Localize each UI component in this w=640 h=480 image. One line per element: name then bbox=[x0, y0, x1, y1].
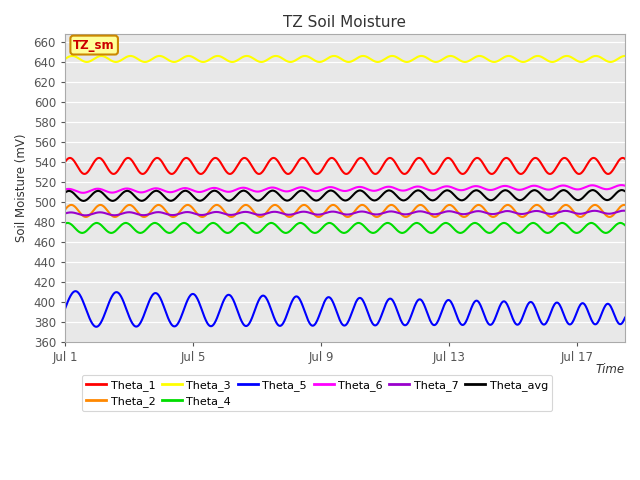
Theta_3 bbox=[83, 59, 90, 65]
Theta_6 bbox=[79, 190, 87, 196]
Theta_6 bbox=[402, 187, 410, 193]
Theta_7 bbox=[544, 211, 552, 216]
Theta_5 bbox=[93, 324, 100, 330]
Theta_3 bbox=[486, 58, 494, 64]
Theta_7 bbox=[61, 211, 68, 216]
Theta_5 bbox=[487, 322, 495, 327]
Line: Theta_2: Theta_2 bbox=[65, 205, 625, 217]
Theta_3 bbox=[387, 53, 395, 59]
Theta_avg bbox=[486, 197, 494, 203]
Theta_4 bbox=[544, 230, 552, 236]
Theta_avg bbox=[79, 198, 87, 204]
Theta_3 bbox=[96, 53, 104, 59]
Theta_1 bbox=[621, 156, 629, 162]
Theta_2 bbox=[419, 203, 426, 208]
Theta_4 bbox=[95, 221, 103, 227]
Theta_1 bbox=[61, 159, 68, 165]
Theta_4 bbox=[419, 223, 426, 229]
Theta_1 bbox=[66, 155, 74, 161]
Theta_1 bbox=[604, 171, 612, 177]
Line: Theta_avg: Theta_avg bbox=[65, 190, 625, 201]
Line: Theta_6: Theta_6 bbox=[65, 185, 625, 193]
Theta_5 bbox=[419, 300, 427, 306]
Theta_7 bbox=[620, 208, 627, 214]
Theta_3 bbox=[61, 56, 68, 62]
Theta_6 bbox=[544, 187, 552, 192]
Theta_7 bbox=[486, 211, 494, 217]
Theta_2 bbox=[605, 214, 613, 220]
Theta_2 bbox=[544, 213, 552, 218]
Theta_2 bbox=[61, 207, 68, 213]
Theta_6 bbox=[621, 183, 629, 189]
Theta_1 bbox=[486, 171, 494, 177]
Theta_7 bbox=[387, 208, 395, 214]
Text: Time: Time bbox=[596, 363, 625, 376]
Theta_3 bbox=[621, 53, 629, 59]
Theta_5 bbox=[388, 296, 396, 302]
Y-axis label: Soil Moisture (mV): Soil Moisture (mV) bbox=[15, 134, 28, 242]
Theta_avg bbox=[387, 188, 395, 194]
Theta_2 bbox=[486, 213, 494, 219]
Theta_6 bbox=[618, 182, 625, 188]
Theta_5 bbox=[61, 306, 68, 312]
Theta_6 bbox=[387, 184, 395, 190]
Theta_2 bbox=[387, 202, 395, 208]
Theta_5 bbox=[97, 320, 104, 326]
Theta_4 bbox=[61, 221, 68, 227]
Theta_6 bbox=[486, 187, 494, 193]
Theta_3 bbox=[419, 53, 426, 59]
Theta_7 bbox=[402, 212, 410, 217]
Theta_4 bbox=[108, 230, 115, 236]
Theta_2 bbox=[67, 202, 75, 208]
Title: TZ Soil Moisture: TZ Soil Moisture bbox=[284, 15, 406, 30]
Theta_7 bbox=[96, 209, 104, 215]
Theta_avg bbox=[618, 187, 625, 193]
Line: Theta_5: Theta_5 bbox=[65, 291, 625, 327]
Theta_2 bbox=[96, 202, 104, 208]
Line: Theta_4: Theta_4 bbox=[65, 223, 625, 233]
Theta_6 bbox=[96, 186, 104, 192]
Legend: Theta_1, Theta_2, Theta_3, Theta_4, Theta_5, Theta_6, Theta_7, Theta_avg: Theta_1, Theta_2, Theta_3, Theta_4, Thet… bbox=[82, 375, 552, 411]
Theta_2 bbox=[621, 202, 629, 208]
Theta_avg bbox=[544, 197, 552, 203]
Line: Theta_1: Theta_1 bbox=[65, 158, 625, 174]
Theta_avg bbox=[96, 189, 104, 194]
Theta_4 bbox=[486, 230, 494, 236]
Line: Theta_7: Theta_7 bbox=[65, 211, 625, 216]
Text: TZ_sm: TZ_sm bbox=[74, 38, 115, 51]
Theta_4 bbox=[588, 220, 595, 226]
Theta_3 bbox=[544, 58, 552, 63]
Theta_1 bbox=[402, 171, 410, 177]
Theta_6 bbox=[419, 185, 426, 191]
Theta_1 bbox=[387, 155, 395, 161]
Theta_avg bbox=[61, 190, 68, 195]
Theta_avg bbox=[419, 190, 426, 195]
Theta_1 bbox=[96, 155, 104, 161]
Theta_4 bbox=[387, 221, 395, 227]
Theta_avg bbox=[621, 188, 629, 194]
Theta_5 bbox=[621, 315, 629, 321]
Theta_1 bbox=[419, 157, 426, 163]
Theta_5 bbox=[72, 288, 79, 294]
Theta_7 bbox=[419, 209, 426, 215]
Theta_4 bbox=[621, 222, 629, 228]
Theta_3 bbox=[402, 59, 410, 65]
Theta_5 bbox=[403, 322, 410, 328]
Theta_5 bbox=[545, 315, 552, 321]
Theta_avg bbox=[402, 197, 410, 203]
Theta_6 bbox=[61, 187, 68, 192]
Line: Theta_3: Theta_3 bbox=[65, 56, 625, 62]
Theta_1 bbox=[544, 170, 552, 176]
Theta_7 bbox=[81, 213, 89, 218]
Theta_4 bbox=[402, 229, 410, 235]
Theta_7 bbox=[621, 208, 629, 214]
Theta_2 bbox=[402, 214, 410, 220]
